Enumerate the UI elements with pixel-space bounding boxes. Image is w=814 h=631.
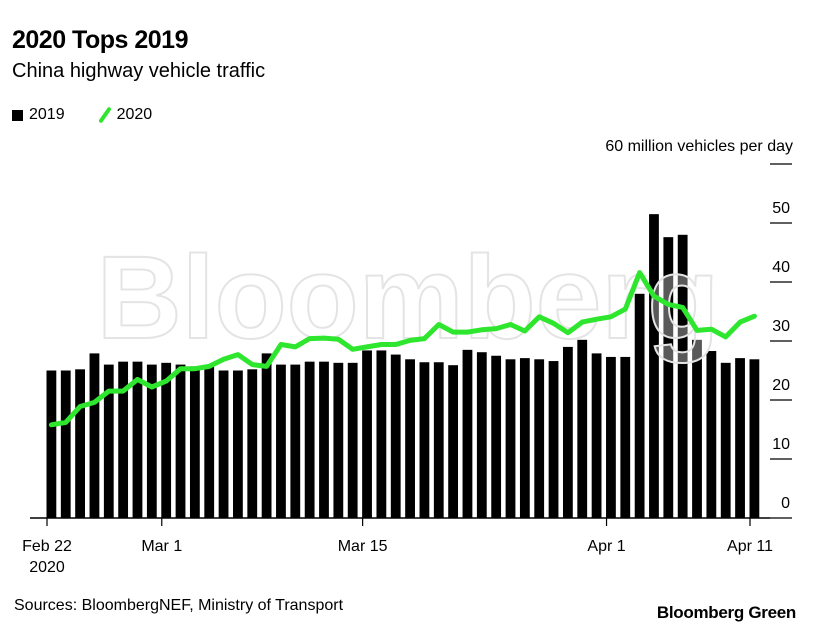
bar-2019 — [233, 370, 243, 518]
bar-2019 — [476, 352, 487, 518]
legend-label-2020: 2020 — [116, 106, 153, 123]
legend: 2019 2020 — [12, 106, 152, 124]
bar-2019 — [692, 339, 702, 518]
bar-2019 — [720, 362, 731, 518]
legend-swatch-2019 — [12, 109, 23, 121]
x-tick-label: Apr 1 — [587, 538, 625, 555]
x-tick-label: Mar 1 — [141, 538, 182, 555]
bar-2019 — [562, 346, 573, 518]
y-axis-unit-label: 60 million vehicles per day — [605, 138, 793, 155]
brand-logo: Bloomberg Green — [656, 603, 796, 622]
bar-2019 — [606, 356, 616, 518]
bar-2019 — [534, 359, 545, 518]
bar-2019 — [247, 369, 258, 518]
bar-2019 — [218, 370, 229, 518]
y-tick-label-30: 30 — [772, 318, 790, 335]
bar-2019 — [620, 356, 631, 518]
bar-2019 — [634, 293, 645, 518]
bar-2019 — [419, 362, 430, 518]
bar-2019 — [347, 362, 358, 518]
bar-2019 — [60, 370, 71, 518]
bar-2019 — [333, 362, 344, 518]
bar-2019 — [319, 361, 329, 518]
bar-2019 — [146, 364, 157, 518]
x-tick-label: Apr 11 — [727, 538, 773, 555]
source-note: Sources: BloombergNEF, Ministry of Trans… — [14, 597, 344, 614]
bar-2019 — [261, 353, 272, 518]
chart-title: 2020 Tops 2019 — [12, 26, 188, 54]
bar-2019 — [462, 349, 473, 518]
bar-2019 — [649, 214, 659, 518]
bar-2019 — [591, 353, 602, 518]
bar-2019 — [519, 358, 530, 518]
line-2020 — [48, 270, 757, 428]
bar-2019 — [132, 361, 143, 518]
bar-2019 — [505, 359, 516, 518]
x-tick-label: Mar 15 — [338, 538, 388, 555]
bar-2019 — [405, 359, 415, 518]
x-tick-label: Feb 22 — [22, 538, 72, 555]
bar-2019 — [677, 234, 688, 519]
bar-2019 — [290, 364, 301, 518]
y-tick-label-10: 10 — [772, 436, 790, 453]
y-tick-label-20: 20 — [772, 377, 790, 394]
bar-2019 — [161, 362, 172, 518]
bar-2019 — [175, 364, 186, 518]
y-tick-label-50: 50 — [772, 200, 790, 217]
bar-2019 — [491, 355, 502, 518]
bar-2019 — [390, 354, 401, 518]
y-tick-label-40: 40 — [772, 259, 790, 276]
bar-2019 — [663, 237, 674, 518]
legend-label-2019: 2019 — [29, 106, 65, 123]
bar-2019 — [548, 361, 559, 518]
bar-2019 — [189, 366, 200, 518]
bar-2019 — [706, 351, 717, 518]
bar-2019 — [735, 358, 745, 518]
y-tick-label-0: 0 — [781, 495, 790, 512]
bar-2019 — [376, 350, 387, 518]
bar-2019 — [448, 365, 459, 518]
bar-2019 — [304, 361, 315, 518]
bar-2019 — [276, 364, 286, 518]
bar-2019 — [577, 339, 588, 518]
bar-2019 — [75, 369, 85, 518]
bar-2019 — [89, 353, 100, 518]
bar-2019 — [118, 361, 129, 518]
bar-2019 — [362, 350, 372, 518]
bar-2019 — [749, 359, 760, 518]
x-tick-sublabel: 2020 — [29, 559, 65, 576]
bar-2019 — [46, 370, 57, 518]
chart-subtitle: China highway vehicle traffic — [12, 60, 266, 82]
bar-2019 — [204, 366, 215, 518]
bar-2019 — [103, 364, 114, 518]
bar-2019 — [433, 362, 444, 518]
bloomberg-watermark: Bloomberg — [97, 232, 720, 364]
